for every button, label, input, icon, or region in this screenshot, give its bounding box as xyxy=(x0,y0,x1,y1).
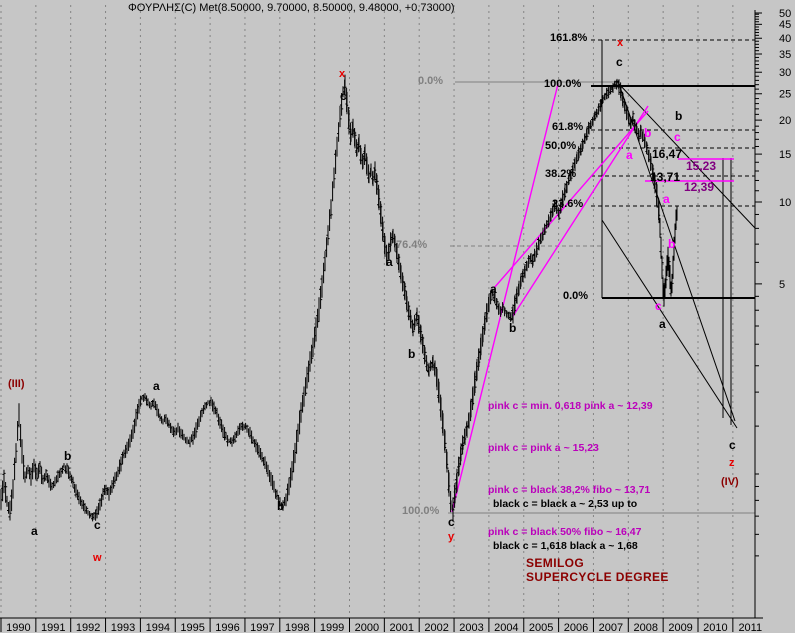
fib-level-label: 0.0% xyxy=(563,290,589,302)
elliott-wave-label-pink: b xyxy=(644,126,652,140)
pink-price-target-label: 15,23 xyxy=(686,159,717,173)
elliott-wave-label-black: c xyxy=(448,515,455,529)
y-axis-label: 25 xyxy=(779,89,791,101)
price-target-label: 13,71 xyxy=(650,170,681,184)
year-label: 2002 xyxy=(424,622,448,633)
y-axis-label: 30 xyxy=(779,67,791,79)
pink-trendline xyxy=(451,83,559,513)
elliott-wave-label-black: a xyxy=(659,317,666,331)
elliott-wave-label-black: c xyxy=(94,518,101,532)
year-label: 1995 xyxy=(180,622,204,633)
black-note-line-2: black c = 1,618 black a ~ 1,68 xyxy=(493,540,638,552)
semilog-label: SEMILOG xyxy=(526,556,585,570)
supercycle-wave-label: (III) xyxy=(8,378,25,390)
pink-note-line-3: pink c = black 38,2% fibo ~ 13,71 xyxy=(488,484,651,496)
fib-level-label: 38.2% xyxy=(545,168,577,180)
year-label: 2001 xyxy=(390,622,414,633)
elliott-wave-label-pink: a xyxy=(626,148,633,162)
y-axis-label: 50 xyxy=(779,8,791,20)
pink-note-line-4: pink c = black 50% fibo ~ 16,47 xyxy=(488,526,642,538)
fib-solid-line xyxy=(601,219,738,429)
fib-level-label: 23.6% xyxy=(552,198,584,210)
pink-price-target-label: 12,39 xyxy=(684,180,715,194)
fib-level-label: 61.8% xyxy=(552,121,584,133)
year-label: 1993 xyxy=(111,622,135,633)
y-axis-label: 10 xyxy=(779,197,791,209)
elliott-wave-label-red: y xyxy=(448,531,455,543)
elliott-wave-label-pink: c xyxy=(674,130,681,144)
year-label: 2000 xyxy=(355,622,379,633)
year-label: 2006 xyxy=(564,622,588,633)
pink-note-line-2: pink c = pink a ~ 15,23 xyxy=(488,442,599,454)
year-label: 1990 xyxy=(6,622,30,633)
elliott-wave-label-red: z xyxy=(729,457,735,469)
gray-fib-level-label: 76.4% xyxy=(396,239,428,251)
price-bar-ticks xyxy=(1,80,677,520)
fib-level-label: 161.8% xyxy=(550,32,588,44)
y-axis-label: 5 xyxy=(779,279,785,291)
year-label: 2004 xyxy=(494,622,518,633)
fib-level-label: 50.0% xyxy=(545,140,577,152)
pink-trendline xyxy=(512,105,649,317)
elliott-wave-label-black: a xyxy=(153,379,160,393)
chart-title: ΦΟΥΡΛΗΣ(C) Met(8.50000, 9.70000, 8.50000… xyxy=(128,2,455,14)
pink-note-line-1: pink c = min. 0,618 pink a ~ 12,39 xyxy=(488,400,653,412)
year-label: 1994 xyxy=(146,622,170,633)
elliott-wave-label-pink: b xyxy=(668,237,676,251)
y-axis-label: 15 xyxy=(779,149,791,161)
elliott-wave-label-black: b xyxy=(509,321,517,335)
elliott-wave-label-pink: c xyxy=(655,299,662,313)
year-label: 2011 xyxy=(738,622,762,633)
y-axis-label: 40 xyxy=(779,33,791,45)
elliott-wave-label-black: b xyxy=(277,499,285,513)
y-axis-label: 45 xyxy=(779,19,791,31)
elliott-wave-label-red: x xyxy=(339,68,346,80)
fib-solid-line xyxy=(618,83,756,229)
pink-trendline xyxy=(493,110,649,289)
y-axis-label: 20 xyxy=(779,115,791,127)
elliott-wave-label-black: c xyxy=(616,55,623,69)
black-note-line-1: black c = black a ~ 2,53 up to xyxy=(493,498,638,510)
year-label: 1998 xyxy=(285,622,309,633)
supercycle-wave-label: (IV) xyxy=(721,476,739,488)
year-label: 2009 xyxy=(668,622,692,633)
year-label: 1996 xyxy=(215,622,239,633)
elliott-wave-label-black: a xyxy=(386,255,393,269)
year-label: 2007 xyxy=(599,622,623,633)
elliott-wave-label-black: c xyxy=(340,89,347,103)
year-label: 1999 xyxy=(320,622,344,633)
elliott-wave-label-black: b xyxy=(408,347,416,361)
fib-level-label: 100.0% xyxy=(544,78,582,90)
elliott-wave-label-red: w xyxy=(93,552,102,564)
year-label: 2010 xyxy=(703,622,727,633)
supercycle-degree-label: SUPERCYCLE DEGREE xyxy=(526,570,669,584)
elliott-wave-label-black: b xyxy=(64,449,72,463)
year-label: 2005 xyxy=(529,622,553,633)
elliott-wave-label-pink: a xyxy=(663,192,670,206)
year-label: 2008 xyxy=(633,622,657,633)
y-axis-label: 35 xyxy=(779,49,791,61)
pink-projection-notes: pink c = min. 0,618 pink a ~ 12,39 pink … xyxy=(488,371,653,567)
elliott-wave-label-black: c xyxy=(729,438,736,452)
elliott-wave-label-red: x xyxy=(617,37,624,49)
elliott-wave-label-black: a xyxy=(31,524,38,538)
year-label: 1992 xyxy=(76,622,100,633)
year-label: 2003 xyxy=(459,622,483,633)
year-label: 1991 xyxy=(41,622,65,633)
black-projection-notes: black c = black a ~ 2,53 up to black c =… xyxy=(493,469,638,581)
price-target-label: 16,47 xyxy=(652,147,683,161)
gray-fib-level-label: 0.0% xyxy=(418,75,444,87)
elliott-wave-label-black: a xyxy=(490,282,497,296)
elliott-wave-label-black: b xyxy=(675,109,683,123)
year-label: 1997 xyxy=(250,622,274,633)
gray-fib-level-label: 100.0% xyxy=(402,505,440,517)
